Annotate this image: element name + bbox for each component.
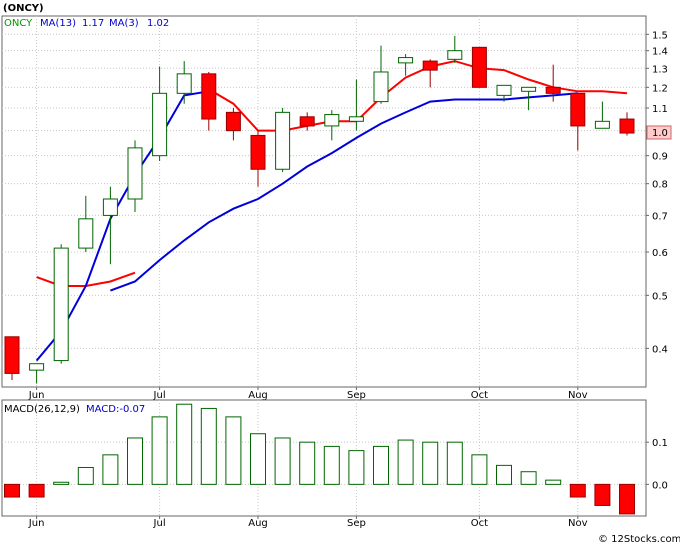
price-y-tick-label: 0.9 [652, 152, 668, 163]
macd-bar-negative [28, 483, 45, 498]
macd-bar-positive [151, 416, 168, 485]
macd-bar-negative [619, 483, 635, 515]
macd-value-label: MACD:-0.07 [86, 404, 145, 415]
macd-y-tick-label: 0.0 [652, 480, 668, 491]
macd-x-axis: Jun Jul Aug Sep Oct Nov [28, 516, 588, 529]
candle-up [324, 114, 340, 127]
candle-up [594, 120, 610, 129]
price-panel-frame [1, 15, 647, 388]
last-price-badge [646, 125, 672, 140]
price-y-tick-label: 1.1 [652, 104, 668, 115]
macd-bar-positive [545, 479, 562, 485]
macd-bar-positive [102, 454, 119, 485]
macd-y-axis: 0.1 0.0 [646, 438, 668, 491]
candle-down [4, 336, 20, 374]
candle-up [53, 247, 69, 362]
macd-bar-positive [496, 464, 512, 485]
candle-up [176, 73, 192, 94]
legend-ma13-label: MA(13) [40, 18, 76, 29]
price-x-tick-label: Jul [153, 390, 166, 401]
macd-bar-negative [569, 483, 586, 498]
candle-up [78, 218, 94, 249]
candle-up [521, 86, 537, 92]
macd-x-tick-label: Sep [347, 518, 366, 529]
legend-ticker: ONCY [4, 18, 33, 29]
macd-bar-negative [594, 483, 611, 506]
candlesticks [4, 35, 635, 384]
candle-down [250, 134, 266, 170]
macd-bar-positive [323, 445, 340, 485]
price-x-tick-label: Aug [248, 390, 268, 401]
macd-bar-positive [446, 441, 463, 485]
candle-up [398, 57, 414, 64]
candle-down [619, 118, 635, 134]
macd-bar-positive [77, 466, 94, 485]
macd-bar-positive [250, 433, 266, 485]
price-x-tick-label: Sep [347, 390, 366, 401]
price-x-tick-label: Oct [471, 390, 488, 401]
price-y-tick-label: 1.5 [652, 30, 668, 41]
candle-down [201, 73, 217, 120]
macd-bar-positive [53, 481, 70, 485]
candle-down [225, 111, 241, 132]
price-y-tick-label: 1.4 [652, 47, 668, 58]
candle-up [348, 116, 364, 122]
macd-bar-positive [299, 441, 316, 485]
macd-bar-positive [127, 437, 143, 485]
price-y-tick-label: 0.7 [652, 211, 668, 222]
candle-down [422, 60, 438, 71]
price-y-tick-label: 0.6 [652, 248, 668, 259]
price-y-axis: 1.5 1.4 1.3 1.2 1.1 1.0 0.9 0.8 0.7 0.6 0.5 0.4 [646, 30, 668, 355]
ma-13-line [110, 92, 578, 292]
macd-bar-positive [274, 437, 291, 485]
macd-bar-positive [397, 439, 414, 485]
legend-ma3-label: MA(3) [109, 18, 139, 29]
candle-up [275, 111, 291, 170]
price-y-tick-label: 1.3 [652, 64, 668, 75]
candle-down [545, 86, 561, 94]
last-price-label: 1.0 [652, 128, 668, 139]
macd-bar-positive [176, 403, 193, 485]
footer-credit: © 12Stocks.com [598, 534, 680, 545]
price-y-tick-label: 0.5 [652, 291, 668, 302]
price-y-tick-label: 0.4 [652, 344, 668, 355]
price-x-axis: Jun Jul Aug Sep Oct Nov [28, 387, 588, 401]
legend-ma3-value: 1.02 [147, 18, 169, 29]
chart-title: (ONCY) [3, 3, 44, 14]
candle-down [570, 92, 586, 127]
macd-bars [4, 403, 635, 515]
price-y-tick-label: 0.8 [652, 180, 668, 191]
macd-x-tick-label: Jul [153, 518, 166, 529]
macd-bar-positive [200, 407, 217, 485]
candle-up [447, 50, 463, 60]
macd-x-tick-label: Jun [28, 518, 45, 529]
candle-up [373, 71, 389, 103]
macd-bar-positive [471, 454, 488, 485]
candle-up [127, 147, 143, 200]
candle-up [29, 363, 45, 371]
macd-bar-positive [373, 445, 389, 485]
macd-bar-positive [225, 416, 242, 485]
candle-up [102, 198, 118, 216]
price-x-tick-label: Nov [568, 390, 588, 401]
candle-down [299, 116, 315, 127]
macd-bar-positive [348, 450, 365, 485]
candle-down [471, 46, 487, 88]
legend-ma13-value: 1.17 [82, 18, 104, 29]
macd-x-tick-label: Nov [568, 518, 588, 529]
macd-bar-positive [520, 471, 537, 485]
macd-x-tick-label: Oct [471, 518, 488, 529]
price-x-tick-label: Jun [28, 390, 45, 401]
price-y-tick-label: 1.2 [652, 83, 668, 94]
macd-bar-positive [422, 441, 439, 485]
macd-bar-negative [4, 483, 20, 498]
price-grid [2, 16, 646, 387]
candle-up [496, 84, 512, 96]
candle-up [152, 92, 168, 157]
macd-title: MACD(26,12,9) [4, 404, 80, 415]
macd-x-tick-label: Aug [248, 518, 268, 529]
macd-y-tick-label: 0.1 [652, 438, 668, 449]
